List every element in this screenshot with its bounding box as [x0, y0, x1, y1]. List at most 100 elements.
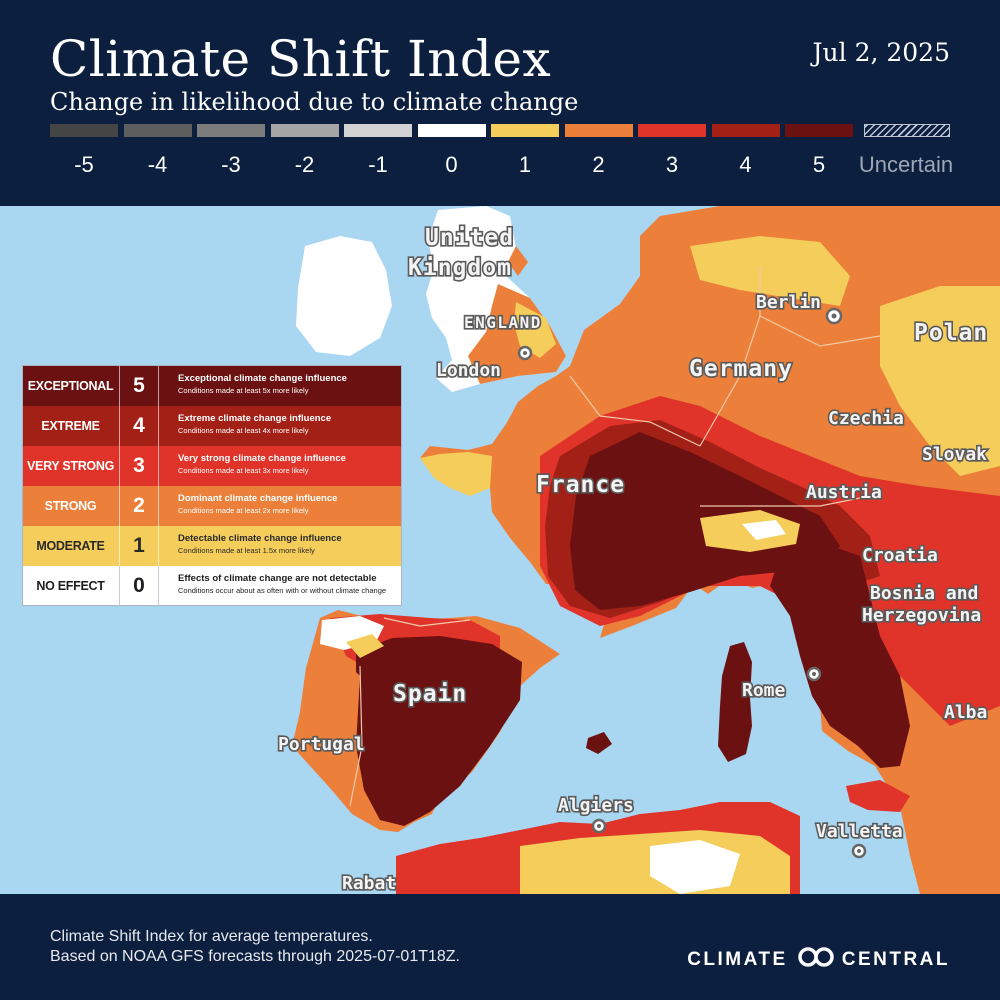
scale-label-minus3: -3 — [221, 152, 241, 177]
italy-exceptional-zone — [770, 542, 910, 768]
scale-swatch-1 — [491, 124, 559, 137]
portugal-strong-zone — [300, 656, 360, 806]
sardinia-corsica-landmass — [718, 642, 752, 762]
page-title: Climate Shift Index — [50, 30, 552, 88]
scale-label-4: 4 — [739, 152, 752, 177]
scale-label-uncertain: Uncertain — [858, 152, 954, 177]
city-marker-london — [517, 345, 533, 361]
scale-swatch-minus1 — [344, 124, 412, 137]
footer-caption-line2: Based on NOAA GFS forecasts through 2025… — [50, 948, 460, 965]
legend-description-subtitle: Conditions made at least 3x more likely — [178, 466, 309, 475]
legend-row-extreme: EXTREME 4 Extreme climate change influen… — [23, 406, 401, 446]
border-line — [700, 495, 871, 507]
scale-label-minus2: -2 — [294, 152, 315, 177]
sicily-landmass — [846, 780, 910, 812]
brittany-moderate-zone — [420, 452, 492, 496]
legend-description: Detectable climate change influence Cond… — [178, 533, 398, 555]
ireland-landmass — [296, 236, 392, 356]
scale-label-0: 0 — [445, 152, 458, 177]
label-england: ENGLAND — [464, 313, 542, 332]
brand-text-central: CENTRAL — [841, 949, 950, 970]
legend-category-name: STRONG — [44, 499, 97, 513]
scale-label-3: 3 — [665, 152, 679, 177]
mallorca-landmass — [586, 732, 612, 754]
city-marker-algiers — [591, 818, 607, 834]
label-algiers: Algiers — [558, 795, 634, 816]
label-bosnia-line1: Bosnia and — [870, 583, 978, 604]
legend-category-name: EXCEPTIONAL — [27, 379, 114, 393]
legend-table: EXCEPTIONAL 5 Exceptional climate change… — [22, 365, 402, 606]
galicia-moderate-zone — [346, 634, 384, 658]
poland-moderate-zone — [880, 286, 1000, 476]
label-valletta: Valletta — [816, 821, 903, 842]
scale-swatch-0 — [417, 124, 486, 137]
legend-description-subtitle: Conditions made at least 5x more likely — [178, 386, 309, 395]
map-svg: United Kingdom ENGLAND London Berlin Ger… — [0, 206, 1000, 894]
legend-row-no-effect: NO EFFECT 0 Effects of climate change ar… — [23, 566, 401, 605]
east-england-region — [514, 302, 556, 358]
page-subtitle: Change in likelihood due to climate chan… — [50, 88, 579, 116]
legend-category-name: NO EFFECT — [36, 578, 105, 593]
label-portugal: Portugal — [278, 734, 365, 755]
legend-description-subtitle: Conditions made at least 2x more likely — [178, 506, 309, 515]
city-marker-rome — [806, 666, 822, 682]
north-africa-neutral-zone — [650, 840, 740, 894]
climate-central-brand: CLIMATE CENTRAL — [687, 946, 950, 974]
legend-description: Effects of climate change are not detect… — [178, 573, 398, 595]
europe-map: United Kingdom ENGLAND London Berlin Ger… — [0, 206, 1000, 894]
label-rabat: Rabat — [342, 873, 396, 894]
label-poland: Polan — [914, 320, 988, 346]
scale-swatch-3 — [638, 124, 706, 137]
label-albania: Alba — [944, 702, 987, 723]
label-austria: Austria — [806, 482, 882, 503]
legend-category-value: 1 — [119, 526, 159, 566]
legend-description-title: Detectable climate change influence — [178, 533, 342, 544]
scale-swatch-minus3 — [197, 124, 265, 137]
legend-category-value: 2 — [119, 486, 159, 526]
iberia-exceptional-zone — [356, 636, 522, 826]
legend-description-subtitle: Conditions made at least 4x more likely — [178, 426, 309, 435]
label-united-kingdom-line1: United — [425, 225, 514, 251]
legend-description-title: Dominant climate change influence — [178, 493, 338, 504]
label-germany: Germany — [689, 356, 793, 382]
legend-row-strong: STRONG 2 Dominant climate change influen… — [23, 486, 401, 526]
label-united-kingdom-line2: Kingdom — [408, 255, 512, 281]
legend-category-name: VERY STRONG — [27, 459, 114, 473]
city-marker-berlin — [825, 307, 843, 325]
scotland-strong-zone — [508, 246, 528, 276]
brand-text-climate: CLIMATE — [687, 949, 788, 970]
border-line — [383, 617, 471, 627]
legend-category-value: 4 — [119, 406, 159, 446]
scale-swatch-uncertain — [864, 124, 950, 137]
scale-swatch-minus2 — [270, 124, 339, 137]
legend-description-title: Effects of climate change are not detect… — [178, 573, 377, 584]
label-croatia: Croatia — [862, 545, 938, 566]
color-scale: -5 -4 -3 -2 -1 0 1 2 3 4 5 Uncertain — [50, 124, 953, 184]
scale-swatch-4 — [711, 124, 780, 137]
legend-category-value: 5 — [119, 366, 159, 406]
label-rome: Rome — [742, 680, 786, 701]
scale-label-minus5: -5 — [74, 152, 94, 177]
header: Climate Shift Index Change in likelihood… — [0, 0, 1000, 206]
legend-description: Dominant climate change influence Condit… — [178, 493, 398, 515]
scale-label-minus4: -4 — [147, 152, 168, 177]
legend-description-subtitle: Conditions occur about as often with or … — [178, 586, 387, 595]
legend-description-title: Very strong climate change influence — [178, 453, 346, 464]
legend-row-moderate: MODERATE 1 Detectable climate change inf… — [23, 526, 401, 566]
legend-description-title: Exceptional climate change influence — [178, 373, 347, 384]
scale-swatch-2 — [564, 124, 633, 137]
label-berlin: Berlin — [756, 292, 821, 313]
legend-description-title: Extreme climate change influence — [178, 413, 332, 424]
alps-neutral-zone — [742, 520, 786, 540]
northern-coast-moderate-zone — [690, 236, 850, 306]
scale-swatch-minus4 — [123, 124, 192, 137]
scale-label-minus1: -1 — [368, 152, 388, 177]
legend-category-name: MODERATE — [36, 539, 105, 553]
legend-description: Very strong climate change influence Con… — [178, 453, 398, 475]
scale-swatch-5 — [785, 124, 853, 137]
legend-row-very-strong: VERY STRONG 3 Very strong climate change… — [23, 446, 401, 486]
legend-category-value: 0 — [119, 566, 159, 605]
city-marker-valletta — [851, 843, 867, 859]
scale-swatch-minus5 — [50, 124, 118, 137]
label-slovakia: Slovak — [922, 444, 987, 465]
